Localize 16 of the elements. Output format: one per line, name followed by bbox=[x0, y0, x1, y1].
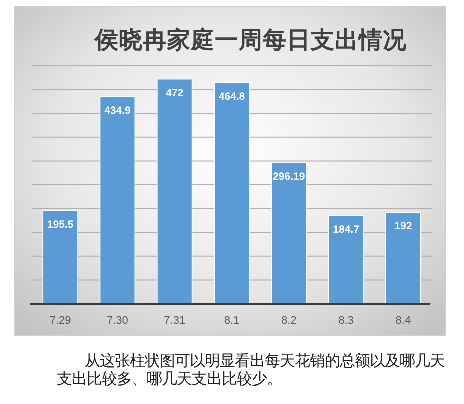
x-tick-label: 8.1 bbox=[224, 315, 240, 327]
chart-title: 侯晓冉家庭一周每日支出情况 bbox=[94, 27, 408, 53]
data-label: 192 bbox=[394, 220, 412, 233]
x-tick-label: 7.29 bbox=[50, 315, 72, 327]
data-label: 472 bbox=[166, 87, 184, 100]
data-label: 434.9 bbox=[104, 104, 132, 117]
x-tick-label: 8.3 bbox=[338, 315, 354, 327]
data-label: 184.7 bbox=[333, 224, 360, 236]
data-label: 195.5 bbox=[47, 218, 74, 231]
data-label: 464.8 bbox=[218, 90, 246, 103]
x-tick-label: 8.4 bbox=[396, 315, 412, 327]
x-tick-label: 7.30 bbox=[107, 315, 128, 327]
text: 从这张柱状图可以明显看出每天花销的总额以及哪几天支出比较多、哪几天支出比较少。 bbox=[57, 353, 446, 389]
data-label: 296.19 bbox=[273, 171, 306, 184]
x-tick-label: 8.2 bbox=[281, 315, 297, 327]
x-tick-label: 7.31 bbox=[164, 315, 186, 327]
